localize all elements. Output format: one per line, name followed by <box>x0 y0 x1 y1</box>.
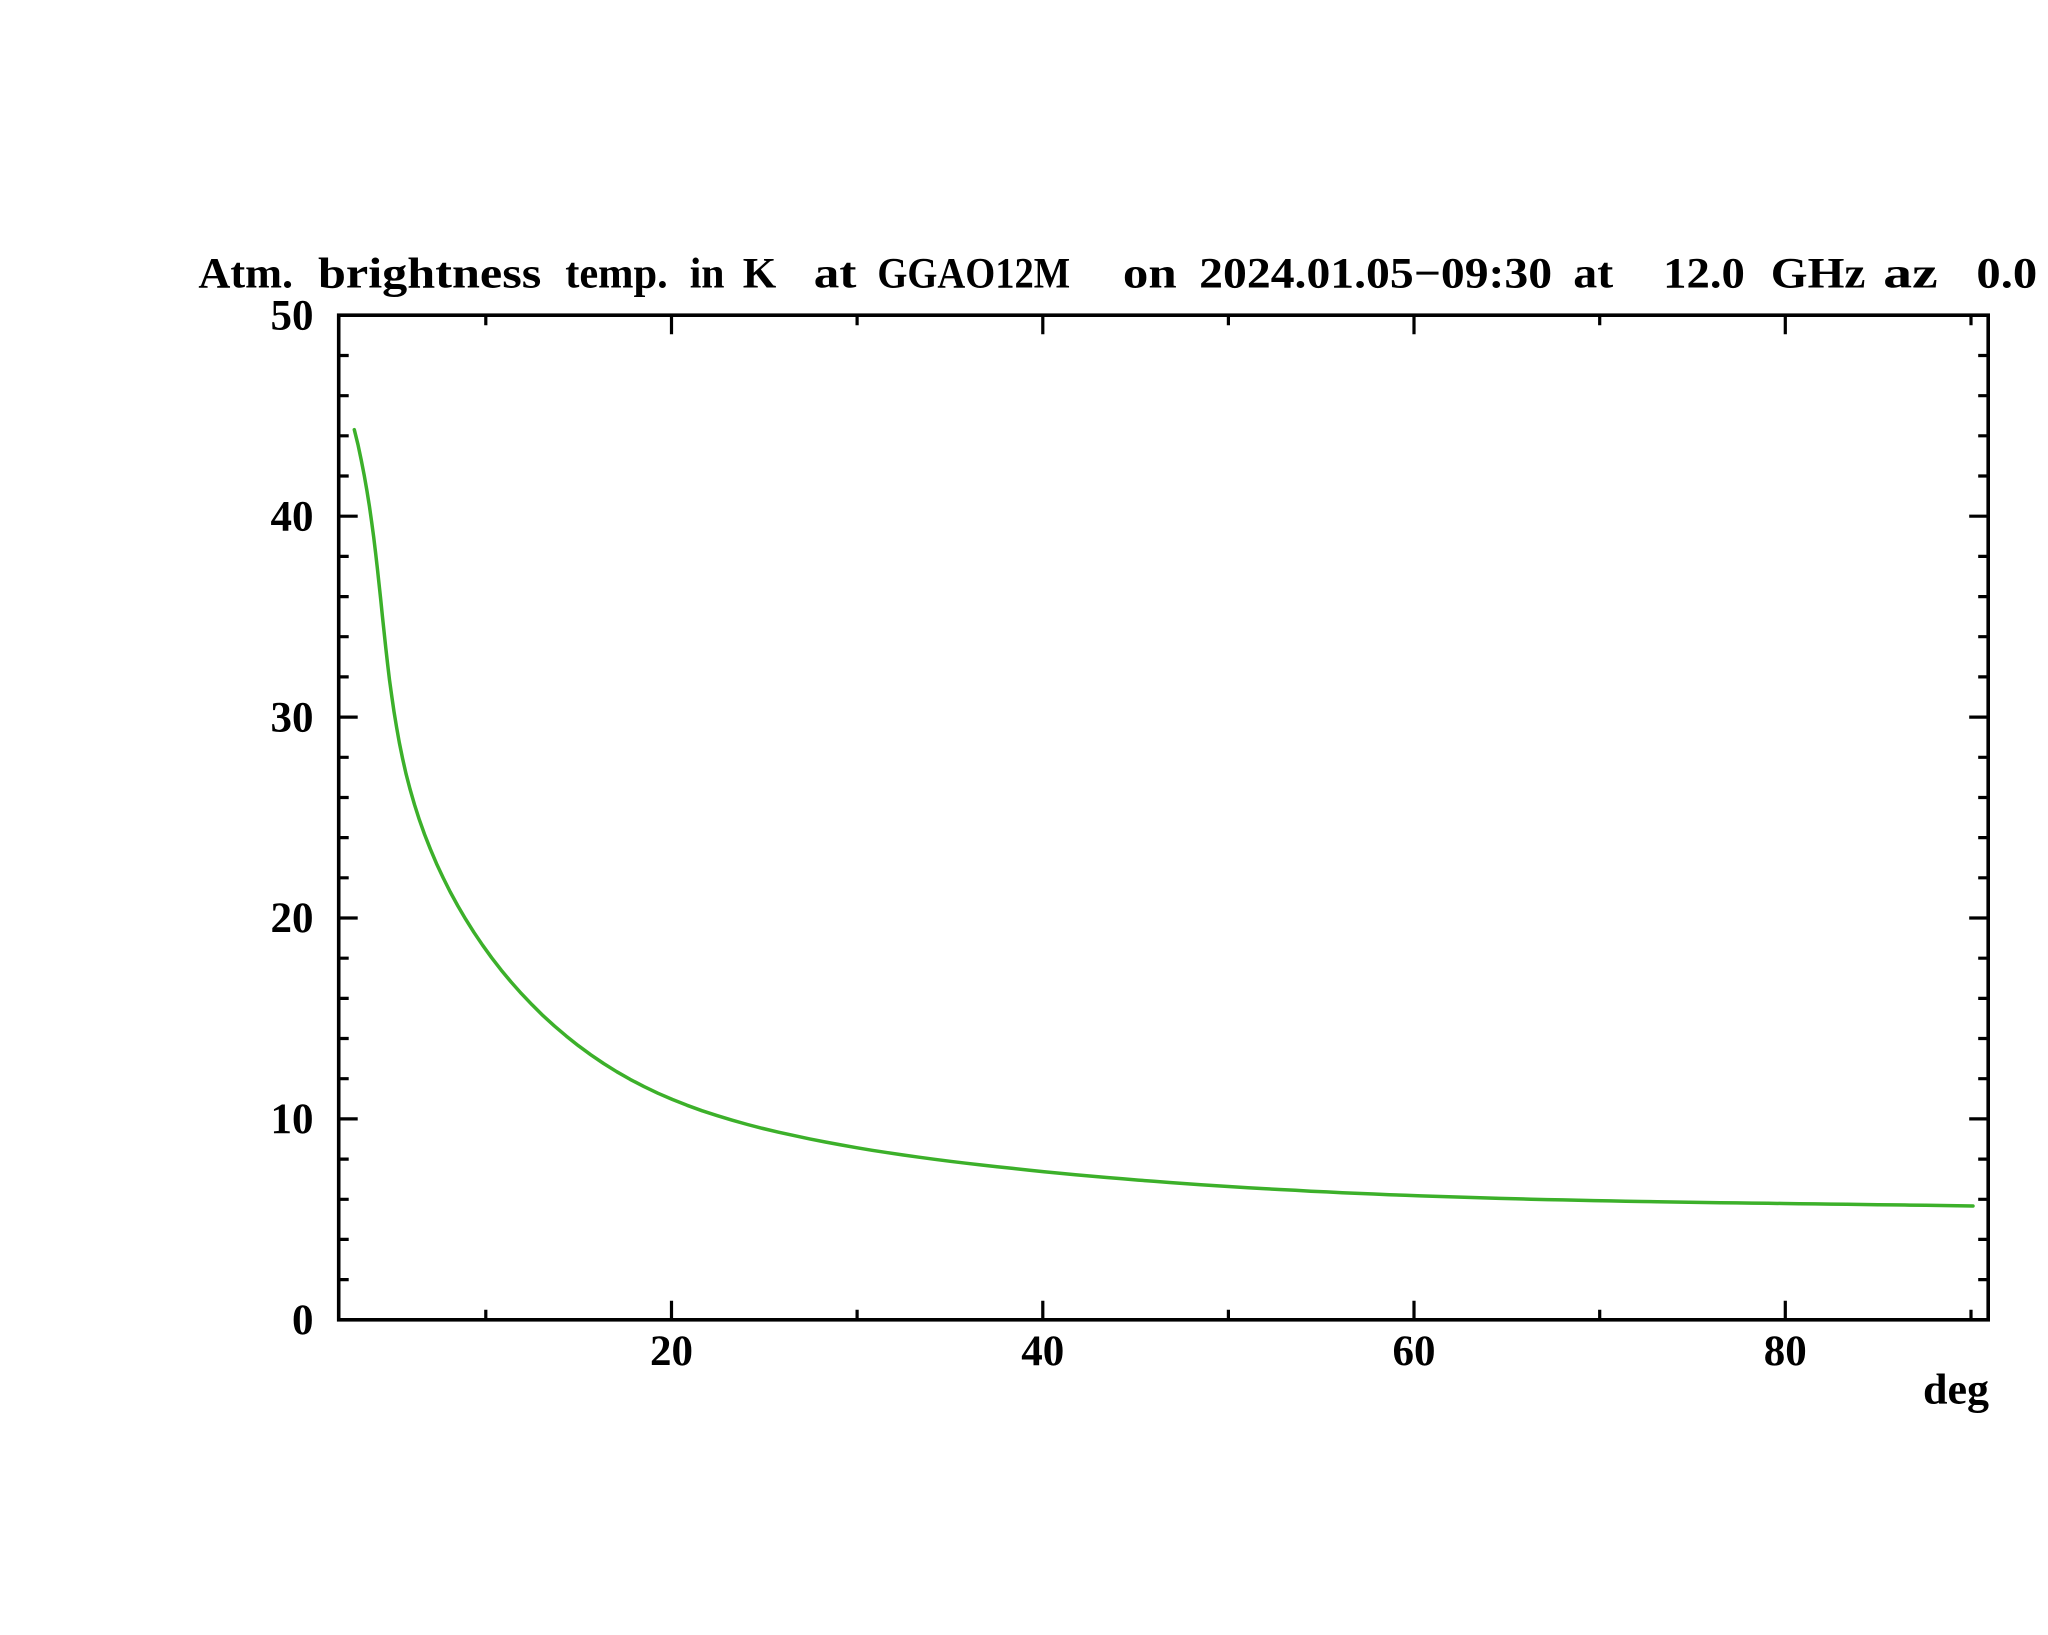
svg-text:30: 30 <box>271 694 314 741</box>
svg-text:20: 20 <box>271 895 314 942</box>
svg-text:K: K <box>743 251 777 298</box>
svg-text:Atm.: Atm. <box>198 251 293 298</box>
svg-text:50: 50 <box>271 293 314 340</box>
svg-text:0: 0 <box>292 1297 314 1344</box>
svg-text:GHz: GHz <box>1771 251 1866 298</box>
svg-text:deg: deg <box>1923 1367 1990 1414</box>
svg-text:0.0: 0.0 <box>1976 251 2037 298</box>
svg-text:12.0: 12.0 <box>1663 251 1745 298</box>
svg-text:40: 40 <box>1021 1328 1064 1375</box>
svg-text:80: 80 <box>1764 1328 1807 1375</box>
svg-text:temp.: temp. <box>565 251 668 298</box>
svg-text:on: on <box>1123 251 1177 298</box>
svg-text:GGAO12M: GGAO12M <box>877 251 1070 298</box>
svg-text:2024.01.05−09:30: 2024.01.05−09:30 <box>1199 251 1552 298</box>
svg-text:10: 10 <box>271 1096 314 1143</box>
svg-text:40: 40 <box>271 493 314 540</box>
svg-text:20: 20 <box>650 1328 693 1375</box>
svg-text:in: in <box>690 251 725 298</box>
svg-text:at: at <box>1573 251 1614 298</box>
svg-text:az: az <box>1883 251 1937 298</box>
svg-text:60: 60 <box>1393 1328 1436 1375</box>
svg-text:brightness: brightness <box>318 251 541 298</box>
svg-text:at: at <box>814 251 857 298</box>
